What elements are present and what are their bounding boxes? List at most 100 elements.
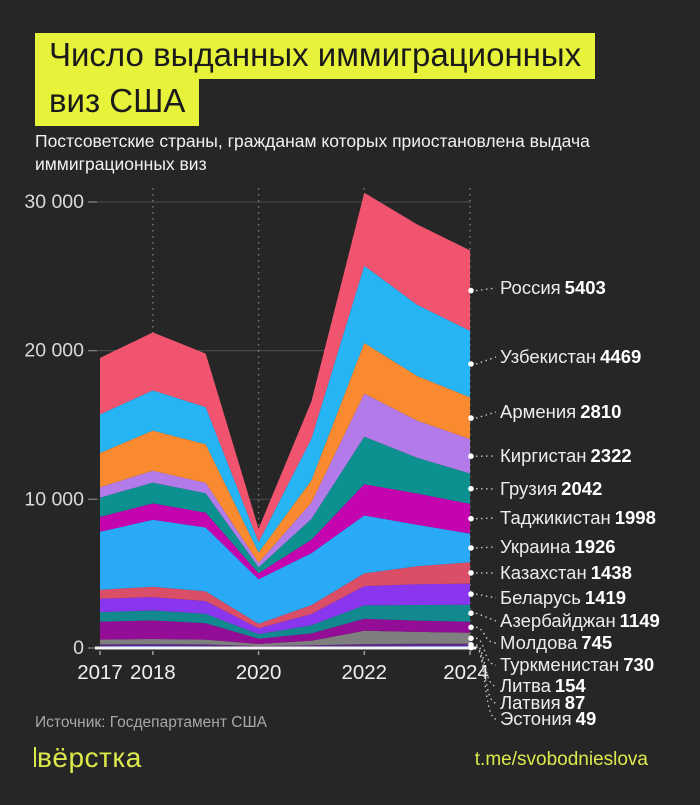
x-tick-label: 2018 — [130, 661, 176, 684]
legend-connector — [475, 546, 497, 549]
legend-country: Казахстан — [500, 561, 587, 583]
y-tick-label: 20 000 — [24, 340, 84, 362]
legend-dot — [468, 545, 474, 551]
legend-item-Украина: Украина 1926 — [500, 535, 616, 557]
legend-dot — [468, 570, 474, 576]
area-Литва — [100, 643, 470, 647]
legend-item-Узбекистан: Узбекистан 4469 — [500, 345, 641, 367]
legend-connector — [475, 517, 497, 520]
subtitle-line-1: Постсоветские страны, гражданам которых … — [35, 131, 590, 151]
legend-country: Туркменистан — [500, 653, 620, 675]
legend-connector — [475, 287, 497, 292]
area-Молдова — [100, 618, 470, 644]
legend-value: 2322 — [590, 444, 632, 466]
legend-country: Литва — [500, 674, 551, 696]
legend-connector — [475, 356, 497, 365]
legend-item-Эстония: Эстония 49 — [500, 707, 597, 729]
area-Азербайджан — [100, 604, 470, 639]
area-Казахстан — [100, 562, 470, 629]
legend-dot — [468, 610, 474, 616]
y-tick-label: 30 000 — [24, 191, 84, 213]
area-Киргистан — [100, 393, 470, 568]
legend-value: 1438 — [590, 561, 632, 583]
legend-item-Таджикистан: Таджикистан 1998 — [500, 506, 656, 528]
legend-connector — [475, 593, 497, 599]
verstka-logo: вёрстка — [34, 742, 142, 774]
legend-dot — [468, 515, 474, 522]
y-tick-label: 0 — [73, 637, 84, 659]
x-tick-label: 2024 — [443, 661, 489, 684]
legend-country: Молдова — [500, 631, 578, 653]
legend-country: Узбекистан — [500, 345, 597, 367]
legend-value: 745 — [581, 631, 613, 653]
legend-dot — [468, 485, 474, 492]
legend-country: Таджикистан — [500, 506, 611, 528]
legend-value: 2042 — [561, 477, 603, 499]
legend-country: Киргистан — [500, 444, 587, 466]
legend-country: Россия — [500, 276, 561, 298]
x-tick-label: 2020 — [236, 661, 282, 684]
legend-value: 1926 — [574, 535, 616, 557]
legend-country: Латвия — [500, 691, 561, 713]
legend-value: 87 — [564, 691, 586, 713]
legend-country: Армения — [500, 400, 577, 422]
telegram-link[interactable]: t.me/svobodnieslova — [474, 749, 648, 770]
legend-dot — [468, 624, 474, 631]
legend-item-Армения: Армения 2810 — [500, 400, 622, 422]
legend-value: 730 — [623, 653, 655, 675]
legend-item-Молдова: Молдова 745 — [500, 631, 613, 653]
legend-value: 154 — [554, 674, 586, 696]
legend-dot — [468, 635, 474, 642]
subtitle-line-2: иммиграционных виз — [35, 154, 207, 175]
logo-bar-icon — [34, 747, 36, 767]
page-title: Число выданных иммиграционных виз США — [35, 33, 596, 126]
legend-dot — [468, 361, 474, 367]
area-Грузия — [100, 436, 470, 574]
legend-country: Беларусь — [500, 586, 581, 608]
legend-country: Украина — [500, 535, 571, 557]
legend-connector — [475, 612, 497, 622]
legend-dot — [468, 453, 474, 460]
legend-connector — [475, 626, 497, 644]
y-tick-label: 10 000 — [24, 488, 84, 510]
legend-item-Литва: Литва 154 — [500, 674, 586, 696]
title-line-1: Число выданных иммиграционных — [35, 33, 596, 80]
area-Украина — [100, 515, 470, 624]
legend-item-Азербайджан: Азербайджан 1149 — [500, 609, 660, 631]
x-tick-label: 2017 — [77, 661, 123, 684]
legend-connector — [475, 644, 497, 687]
legend-item-Грузия: Грузия 2042 — [500, 477, 603, 499]
area-Армения — [100, 343, 470, 563]
area-Беларусь — [100, 583, 470, 635]
source-note: Источник: Госдепартамент США — [35, 714, 267, 731]
legend-country: Эстония — [500, 707, 572, 729]
area-Узбекистан — [100, 265, 470, 553]
legend-item-Киргистан: Киргистан 2322 — [500, 444, 632, 466]
legend-dot — [468, 287, 474, 294]
legend-value: 1998 — [614, 506, 656, 528]
legend-item-Туркменистан: Туркменистан 730 — [500, 653, 655, 675]
legend-item-Казахстан: Казахстан 1438 — [500, 561, 632, 583]
x-tick-label: 2022 — [341, 661, 387, 684]
area-Туркменистан — [100, 630, 470, 647]
legend-item-Россия: Россия 5403 — [500, 276, 606, 298]
legend-connector — [475, 645, 497, 704]
legend-connector — [475, 411, 497, 419]
legend-item-Беларусь: Беларусь 1419 — [500, 586, 627, 608]
legend-value: 5403 — [564, 276, 606, 298]
legend-dot — [468, 415, 474, 421]
title-line-2: виз США — [35, 79, 200, 126]
area-Таджикистан — [100, 484, 470, 580]
legend-dot — [468, 591, 474, 597]
legend-dot — [468, 644, 474, 651]
legend-country: Грузия — [500, 477, 558, 499]
legend-value: 49 — [575, 707, 597, 729]
legend-country: Азербайджан — [500, 609, 616, 631]
chart-subtitle: Постсоветские страны, гражданам которых … — [35, 130, 590, 177]
legend-value: 1419 — [584, 586, 627, 608]
area-Россия — [100, 192, 470, 543]
legend-item-Латвия: Латвия 87 — [500, 691, 586, 713]
legend-value: 2810 — [580, 400, 622, 422]
legend-value: 1149 — [619, 609, 660, 631]
